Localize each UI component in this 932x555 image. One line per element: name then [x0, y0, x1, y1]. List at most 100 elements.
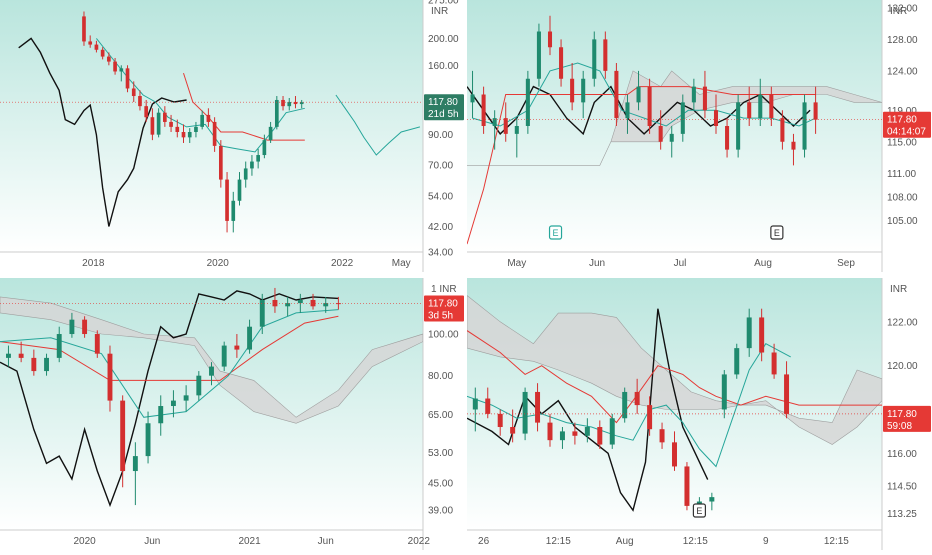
- plot-area[interactable]: [467, 295, 882, 513]
- candle-28: [780, 110, 785, 150]
- price-tag-background: [883, 111, 931, 138]
- candle-0: [470, 70, 475, 119]
- x-tick-label: Jun: [144, 536, 160, 547]
- candle-8: [107, 345, 113, 412]
- candle-14: [169, 114, 173, 133]
- candle-body: [100, 49, 105, 57]
- candle-11: [150, 108, 155, 141]
- candle-body: [684, 466, 690, 506]
- candle-31: [274, 96, 279, 130]
- earnings-event-marker[interactable]: E: [770, 225, 784, 240]
- last-price-value: 117.80: [428, 298, 458, 309]
- candle-30: [268, 121, 273, 143]
- candle-3: [503, 102, 508, 142]
- candle-30: [802, 94, 807, 158]
- candle-0: [82, 11, 86, 46]
- candle-body: [636, 86, 641, 103]
- candle-29: [262, 134, 267, 159]
- candle-24: [310, 293, 316, 310]
- candle-body: [481, 94, 486, 126]
- time-axis[interactable]: [0, 252, 423, 272]
- price-axis[interactable]: [423, 0, 465, 272]
- candle-body: [721, 374, 727, 410]
- last-price-value: 117.80: [887, 115, 917, 126]
- candle-body: [584, 427, 590, 436]
- candle-body: [622, 391, 628, 419]
- panel-weekly[interactable]: 275.00200.00160.00120.0090.0070.0054.004…: [0, 0, 465, 272]
- candle-body: [547, 31, 553, 48]
- candle-10: [144, 99, 149, 122]
- candle-body: [791, 141, 796, 150]
- x-tick-label: Aug: [616, 536, 634, 547]
- candle-13: [163, 106, 167, 127]
- candle-body: [485, 398, 491, 414]
- candle-21: [212, 117, 217, 152]
- panel-intraday[interactable]: 122.00120.00118.00116.00114.50113.25INR1…: [467, 278, 932, 550]
- candle-6: [82, 316, 88, 338]
- candle-body: [702, 86, 707, 111]
- candle-body: [31, 357, 37, 372]
- time-axis[interactable]: [467, 252, 882, 272]
- candle-body: [200, 114, 205, 127]
- candle-body: [169, 121, 173, 127]
- plot-area[interactable]: [467, 15, 882, 245]
- price-tag-background: [883, 405, 931, 432]
- candle-body: [634, 391, 640, 406]
- candle-15: [636, 70, 641, 111]
- candle-body: [525, 78, 530, 126]
- candle-24: [771, 343, 777, 379]
- candle-14: [625, 94, 630, 134]
- candle-body: [218, 145, 223, 180]
- candle-body: [274, 99, 279, 127]
- candle-body: [125, 68, 130, 89]
- candle-body: [547, 422, 553, 441]
- x-tick-label: Aug: [754, 258, 772, 269]
- candle-15: [659, 422, 665, 449]
- candle-16: [209, 362, 214, 386]
- bar-countdown: 04:14:07: [887, 127, 926, 138]
- candle-body: [297, 299, 303, 304]
- time-axis[interactable]: [0, 530, 423, 550]
- event-marker-label: E: [553, 228, 559, 238]
- candle-25: [784, 361, 790, 419]
- y-tick-label: 124.00: [887, 66, 918, 77]
- earnings-event-marker[interactable]: E: [692, 503, 707, 518]
- candle-2: [31, 349, 37, 376]
- candle-body: [559, 47, 564, 79]
- candle-body: [44, 357, 49, 372]
- candle-body: [570, 78, 575, 103]
- event-marker-label: E: [696, 506, 702, 516]
- x-tick-label: 2020: [73, 536, 96, 547]
- last-price-value: 117.80: [428, 97, 458, 108]
- candle-4: [514, 118, 519, 158]
- candle-body: [472, 398, 478, 410]
- currency-label: INR: [890, 284, 907, 295]
- x-tick-label: 9: [763, 536, 769, 547]
- candle-body: [196, 375, 202, 396]
- y-tick-label: 132.00: [887, 3, 918, 14]
- candle-21: [734, 343, 740, 379]
- candle-34: [293, 96, 298, 109]
- candle-body: [234, 345, 240, 350]
- candle-1: [88, 35, 93, 48]
- price-axis[interactable]: [423, 278, 465, 550]
- plot-background: [467, 0, 882, 252]
- candle-body: [194, 126, 198, 133]
- candle-19: [709, 492, 715, 511]
- candle-body: [250, 161, 254, 169]
- indicator-line-black-0: [467, 308, 709, 512]
- price-tag-background: [424, 94, 464, 121]
- candle-body: [647, 86, 652, 126]
- candle-1: [485, 387, 491, 419]
- time-axis[interactable]: [467, 530, 882, 550]
- candle-27: [250, 155, 254, 176]
- x-tick-label: 12:15: [824, 536, 849, 547]
- candle-body: [647, 405, 653, 430]
- plot-area[interactable]: [0, 287, 423, 508]
- candle-body: [746, 317, 752, 349]
- plot-area[interactable]: [18, 11, 421, 233]
- panel-daily[interactable]: 132.00 128.00 124.00 119.00 115.00 111.00 108.…: [467, 0, 932, 272]
- earnings-event-marker[interactable]: E: [548, 225, 563, 240]
- x-tick-label: 12:15: [546, 536, 571, 547]
